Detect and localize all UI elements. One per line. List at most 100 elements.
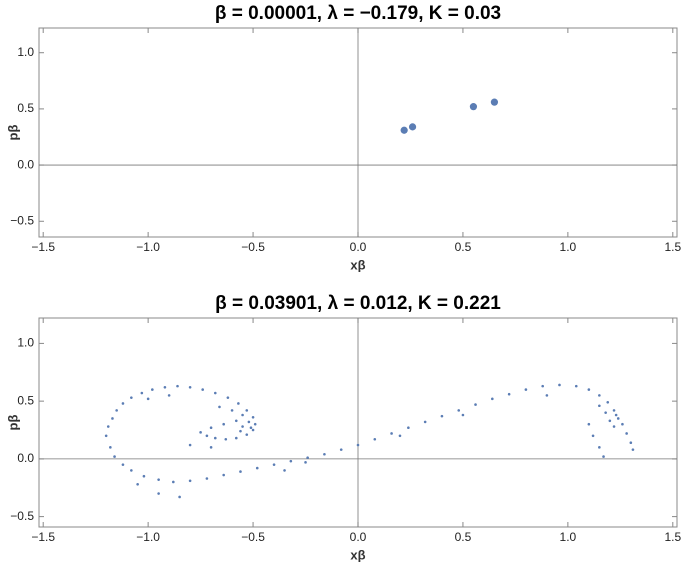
- y-tick-label: 0.0: [17, 157, 34, 171]
- x-tick-label: −0.5: [241, 530, 265, 544]
- point: [598, 404, 601, 408]
- point: [255, 466, 259, 470]
- x-tick-label: 1.0: [560, 530, 577, 544]
- point: [490, 98, 499, 106]
- point: [104, 434, 108, 438]
- point: [121, 463, 125, 466]
- point: [239, 429, 242, 433]
- point: [245, 409, 249, 412]
- point: [390, 432, 393, 435]
- point: [230, 409, 234, 412]
- point: [408, 123, 417, 131]
- point: [541, 384, 544, 388]
- x-tick-label: 1.5: [664, 240, 681, 254]
- x-tick-label: 0.5: [455, 240, 472, 254]
- x-tick-label: −1.0: [136, 240, 160, 254]
- x-tick-label: 0.0: [350, 240, 367, 254]
- point: [109, 446, 112, 449]
- point: [151, 388, 154, 391]
- point: [121, 402, 125, 405]
- point: [142, 474, 146, 478]
- y-tick-label: 1.0: [17, 45, 34, 59]
- point: [598, 446, 601, 449]
- y-tick-label: −0.5: [10, 509, 34, 523]
- point: [106, 425, 110, 428]
- chart-title: β = 0.00001, λ = −0.179, K = 0.03: [215, 3, 501, 24]
- point: [111, 417, 114, 420]
- point: [339, 448, 343, 451]
- point: [461, 413, 465, 417]
- point: [130, 469, 133, 472]
- point: [249, 426, 253, 429]
- point: [199, 431, 202, 434]
- point: [614, 413, 618, 417]
- point: [247, 420, 251, 424]
- y-tick-label: 1.0: [17, 336, 34, 350]
- point: [140, 391, 144, 395]
- x-tick-label: −1.5: [31, 530, 55, 544]
- y-tick-label: −0.5: [10, 213, 34, 227]
- point: [209, 426, 213, 429]
- point: [457, 409, 461, 412]
- point: [213, 436, 217, 440]
- point: [222, 422, 225, 426]
- point: [440, 414, 444, 418]
- point: [400, 126, 408, 134]
- y-tick-label: 0.0: [17, 451, 34, 465]
- point: [239, 470, 242, 473]
- point: [172, 480, 175, 484]
- point: [178, 495, 181, 499]
- point: [591, 434, 595, 438]
- point: [226, 396, 230, 399]
- point: [157, 492, 160, 495]
- point: [234, 436, 238, 440]
- point: [574, 384, 578, 388]
- x-tick-label: −1.5: [31, 240, 55, 254]
- x-axis-label: xβ: [350, 257, 365, 272]
- point: [423, 420, 427, 424]
- point: [608, 419, 612, 423]
- chart-title: β = 0.03901, λ = 0.012, K = 0.221: [215, 293, 501, 314]
- point: [209, 446, 213, 449]
- point: [629, 441, 633, 445]
- point: [398, 434, 402, 438]
- point: [253, 422, 257, 426]
- point: [222, 473, 225, 477]
- point: [146, 397, 150, 401]
- point: [407, 426, 410, 429]
- point: [283, 469, 286, 472]
- point: [234, 419, 238, 423]
- point: [598, 394, 601, 397]
- point: [176, 384, 179, 388]
- x-tick-label: 0.0: [350, 530, 367, 544]
- point: [213, 391, 217, 395]
- y-tick-label: 0.5: [17, 393, 34, 407]
- point: [205, 434, 209, 438]
- point: [545, 394, 549, 397]
- x-tick-label: −1.0: [136, 530, 160, 544]
- point: [306, 456, 309, 460]
- y-axis-label: pβ: [5, 415, 20, 431]
- point: [136, 482, 139, 486]
- point: [621, 422, 624, 426]
- point: [558, 383, 561, 387]
- point: [469, 103, 478, 111]
- x-tick-label: 1.0: [560, 240, 577, 254]
- point: [218, 405, 221, 409]
- point: [188, 443, 192, 447]
- point: [188, 385, 192, 389]
- point: [130, 396, 133, 399]
- point: [604, 411, 607, 414]
- y-axis-label: pβ: [5, 125, 20, 141]
- panel: β = 0.00001, λ = −0.179, K = 0.03 −1.5 −1.…: [5, 3, 681, 272]
- point: [251, 428, 255, 432]
- point: [241, 425, 244, 428]
- point: [507, 392, 511, 396]
- point: [224, 437, 228, 441]
- panel: β = 0.03901, λ = 0.012, K = 0.221 −1.5 −1.…: [5, 293, 681, 562]
- point: [163, 385, 167, 389]
- y-tick-label: 0.5: [17, 101, 34, 115]
- point: [631, 448, 635, 451]
- point: [356, 443, 360, 447]
- x-tick-label: 1.5: [664, 530, 681, 544]
